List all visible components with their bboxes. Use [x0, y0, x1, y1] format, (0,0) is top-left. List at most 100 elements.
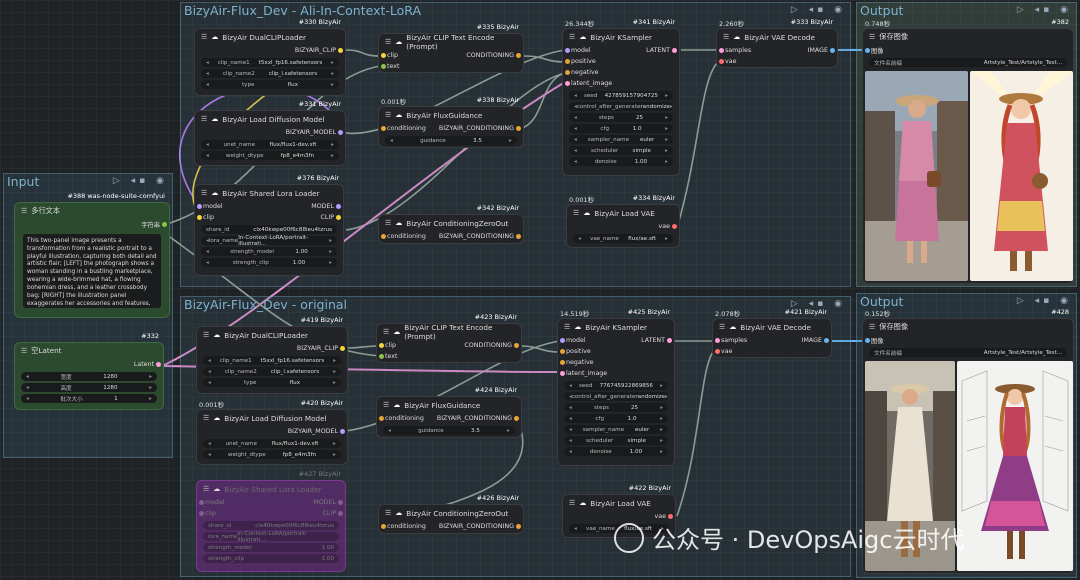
- model-output-port[interactable]: [336, 204, 341, 209]
- clip-name1-widget[interactable]: ◂ clip_name1 t5xxl_fp16.safetensors ▸: [203, 356, 341, 365]
- group-controls[interactable]: ▷ ◂▪ ◉: [112, 176, 168, 186]
- group-controls[interactable]: ▷ ◂▪ ◉: [1016, 296, 1072, 306]
- model-output-port[interactable]: [338, 130, 343, 135]
- latent-output-port[interactable]: [156, 362, 161, 367]
- conditioning-input-port[interactable]: [379, 416, 384, 421]
- positive-input-port[interactable]: [565, 59, 570, 64]
- model-input-port[interactable]: [197, 204, 202, 209]
- menu-icon[interactable]: ☰: [569, 499, 576, 507]
- multiline-text-input[interactable]: This two-panel image presents a transfor…: [23, 234, 161, 308]
- vae-input-port[interactable]: [719, 59, 724, 64]
- menu-icon[interactable]: ☰: [383, 328, 390, 336]
- unet-name-widget[interactable]: ◂ unet_name flux/flux1-dev.sft ▸: [203, 439, 341, 448]
- negative-input-port[interactable]: [560, 360, 565, 365]
- menu-icon[interactable]: ☰: [203, 331, 210, 339]
- node-flux-guidance[interactable]: #424 BizyAir ☰ ☁ BizyAir FluxGuidance cond…: [376, 386, 522, 438]
- cfg-widget[interactable]: ◂ cfg 1.0 ▸: [564, 414, 668, 423]
- filename-prefix-widget[interactable]: 文件名前缀 Artstyle_Test/Artstyle_Test...: [869, 348, 1067, 357]
- conditioning-input-port[interactable]: [381, 234, 386, 239]
- output-image-photo[interactable]: [865, 361, 955, 571]
- group-controls[interactable]: ▷ ◂▪ ◉: [790, 5, 846, 15]
- vae-name-widget[interactable]: ◂ vae_name flux/ae.sft ▸: [573, 234, 673, 243]
- conditioning-output-port[interactable]: [514, 416, 519, 421]
- lora-name-widget[interactable]: lora_name In-Context-LoRA/portrait-illust…: [203, 531, 339, 543]
- menu-icon[interactable]: ☰: [203, 414, 210, 422]
- clip-input-port[interactable]: [197, 215, 202, 220]
- model-input-port[interactable]: [560, 338, 565, 343]
- menu-icon[interactable]: ☰: [21, 347, 28, 355]
- strength-clip-widget[interactable]: ◂ strength_clip 1.00 ▸: [201, 258, 337, 267]
- denoise-widget[interactable]: ◂ denoise 1.00 ▸: [569, 157, 673, 166]
- samples-input-port[interactable]: [715, 338, 720, 343]
- menu-icon[interactable]: ☰: [385, 509, 392, 517]
- string-output-port[interactable]: [162, 222, 167, 227]
- type-widget[interactable]: ◂ type flux ▸: [203, 378, 341, 387]
- menu-icon[interactable]: ☰: [573, 209, 580, 217]
- clip-input-port[interactable]: [381, 53, 386, 58]
- vae-output-port[interactable]: [668, 514, 673, 519]
- model-output-port[interactable]: [338, 500, 343, 505]
- clip-output-port[interactable]: [338, 511, 343, 516]
- samples-input-port[interactable]: [719, 48, 724, 53]
- menu-icon[interactable]: ☰: [385, 219, 392, 227]
- menu-icon[interactable]: ☰: [21, 207, 28, 215]
- group-controls[interactable]: ▷ ◂▪ ◉: [1016, 5, 1072, 15]
- lora-name-widget[interactable]: ◂ lora_name In-Context-LoRA/portrait-illus…: [201, 235, 337, 247]
- batch-size-widget[interactable]: ◂ 批次大小 1 ▸: [21, 394, 157, 403]
- latent-output-port[interactable]: [667, 338, 672, 343]
- clip-output-port[interactable]: [340, 346, 345, 351]
- clip-name1-widget[interactable]: ◂ clip_name1 t5xxl_fp16.safetensors ▸: [201, 58, 339, 67]
- model-input-port[interactable]: [199, 500, 204, 505]
- node-clip-text-encode[interactable]: #335 BizyAir ☰ ☁ BizyAir CLIP Text Encode …: [378, 23, 524, 73]
- image-output-port[interactable]: [830, 48, 835, 53]
- share-id-widget[interactable]: share_id clx40kwpe00f6c88ieu4tzrus: [201, 225, 337, 234]
- node-dual-clip-loader[interactable]: #419 BizyAir ☰ ☁ BizyAir DualCLIPLoader BI…: [196, 316, 348, 394]
- menu-icon[interactable]: ☰: [564, 323, 571, 331]
- steps-widget[interactable]: ◂ steps 25 ▸: [569, 113, 673, 122]
- seed-widget[interactable]: ◂ seed 776745922869856 ▸: [564, 381, 668, 390]
- menu-icon[interactable]: ☰: [203, 485, 210, 493]
- denoise-widget[interactable]: ◂ denoise 1.00 ▸: [564, 447, 668, 456]
- clip-name2-widget[interactable]: ◂ clip_name2 clip_l.safetensors ▸: [201, 69, 339, 78]
- sampler-name-widget[interactable]: ◂ sampler_name euler ▸: [569, 135, 673, 144]
- control-after-generate-widget[interactable]: ◂ control_after_generate randomize ▸: [569, 102, 673, 111]
- node-dual-clip-loader[interactable]: #330 BizyAir ☰ ☁ BizyAir DualCLIPLoader BI…: [194, 18, 346, 96]
- conditioning-output-port[interactable]: [516, 53, 521, 58]
- node-load-vae[interactable]: 0.001秒 #334 BizyAir ☰ ☁ BizyAir Load VAE v…: [566, 194, 680, 248]
- menu-icon[interactable]: ☰: [719, 323, 726, 331]
- clip-output-port[interactable]: [336, 215, 341, 220]
- node-vae-decode[interactable]: 2.078秒 #421 BizyAir ☰ ☁ BizyAir VAE Decode…: [712, 308, 832, 358]
- conditioning-output-port[interactable]: [514, 343, 519, 348]
- node-empty-latent[interactable]: #332 ☰ 空Latent Latent ◂ 宽度 1280 ▸ ◂ 高度 1280 ▸ ◂…: [14, 332, 164, 410]
- node-ksampler[interactable]: 14.519秒 #425 BizyAir ☰ ☁ BizyAir KSampler …: [557, 308, 675, 466]
- strength-model-widget[interactable]: ◂ strength_model 1.00 ▸: [201, 247, 337, 256]
- latent-input-port[interactable]: [565, 81, 570, 86]
- clip-name2-widget[interactable]: ◂ clip_name2 clip_l.safetensors ▸: [203, 367, 341, 376]
- menu-icon[interactable]: ☰: [869, 323, 876, 331]
- scheduler-widget[interactable]: ◂ scheduler simple ▸: [564, 436, 668, 445]
- node-clip-text-encode[interactable]: #423 BizyAir ☰ ☁ BizyAir CLIP Text Encode …: [376, 313, 522, 363]
- strength-model-widget[interactable]: strength_model 1.00: [203, 543, 339, 552]
- menu-icon[interactable]: ☰: [201, 33, 208, 41]
- node-load-diffusion-model[interactable]: 0.001秒 #420 BizyAir ☰ ☁ BizyAir Load Diffu…: [196, 399, 348, 465]
- conditioning-input-port[interactable]: [381, 126, 386, 131]
- clip-input-port[interactable]: [199, 511, 204, 516]
- negative-input-port[interactable]: [565, 70, 570, 75]
- positive-input-port[interactable]: [560, 349, 565, 354]
- menu-icon[interactable]: ☰: [201, 189, 208, 197]
- guidance-widget[interactable]: ◂ guidance 3.5 ▸: [385, 136, 517, 145]
- width-widget[interactable]: ◂ 宽度 1280 ▸: [21, 372, 157, 381]
- menu-icon[interactable]: ☰: [385, 38, 392, 46]
- text-input-port[interactable]: [381, 64, 386, 69]
- unet-name-widget[interactable]: ◂ unet_name flux/flux1-dev.sft ▸: [201, 140, 339, 149]
- share-id-widget[interactable]: share_id clx40kwpe00f6c88ieu4tzrus: [203, 521, 339, 530]
- conditioning-output-port[interactable]: [516, 126, 521, 131]
- clip-input-port[interactable]: [379, 343, 384, 348]
- node-save-image[interactable]: 0.152秒 #428 ☰ 保存图像 图像 文件名前缀 Artstyle_Test/…: [862, 308, 1074, 574]
- output-image-photo[interactable]: [865, 71, 968, 281]
- node-conditioning-zero-out[interactable]: #342 BizyAir ☰ ☁ BizyAir ConditioningZeroO…: [378, 204, 524, 244]
- scheduler-widget[interactable]: ◂ scheduler simple ▸: [569, 146, 673, 155]
- menu-icon[interactable]: ☰: [723, 33, 730, 41]
- menu-icon[interactable]: ☰: [385, 111, 392, 119]
- menu-icon[interactable]: ☰: [869, 33, 876, 41]
